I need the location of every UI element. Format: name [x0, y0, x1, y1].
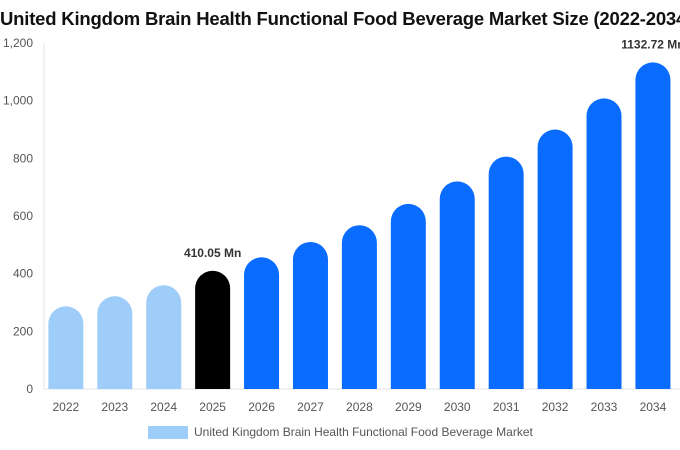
bar-2028 — [341, 225, 377, 389]
x-tick-label-2022: 2022 — [53, 400, 80, 414]
y-tick-label: 400 — [13, 267, 33, 281]
legend[interactable]: United Kingdom Brain Health Functional F… — [148, 425, 533, 439]
bar-2024 — [146, 285, 182, 389]
data-label-2034: 1132.72 Mn — [621, 37, 680, 51]
legend-label: United Kingdom Brain Health Functional F… — [194, 425, 533, 439]
bar-2026 — [244, 257, 280, 389]
y-tick-label: 1,000 — [3, 94, 33, 108]
x-tick-label-2034: 2034 — [640, 400, 667, 414]
y-tick-label: 600 — [13, 209, 33, 223]
bar-2025 — [195, 270, 231, 389]
x-tick-label-2023: 2023 — [101, 400, 128, 414]
x-tick-label-2032: 2032 — [542, 400, 569, 414]
bar-2033 — [586, 98, 622, 390]
bar-2027 — [292, 241, 328, 389]
bar-2023 — [97, 296, 133, 389]
bar-2032 — [537, 129, 573, 389]
x-tick-label-2029: 2029 — [395, 400, 422, 414]
x-tick-label-2033: 2033 — [591, 400, 618, 414]
y-tick-label: 200 — [13, 324, 33, 338]
bar-2029 — [390, 203, 426, 389]
x-tick-label-2024: 2024 — [150, 400, 177, 414]
y-tick-label: 0 — [26, 382, 33, 396]
x-tick-label-2026: 2026 — [248, 400, 275, 414]
y-tick-label: 1,200 — [3, 36, 33, 50]
legend-swatch — [148, 425, 188, 439]
x-tick-label-2030: 2030 — [444, 400, 471, 414]
data-label-2025: 410.05 Mn — [184, 246, 241, 260]
y-tick-label: 800 — [13, 151, 33, 165]
bar-2030 — [439, 181, 475, 389]
x-tick-label-2028: 2028 — [346, 400, 373, 414]
bar-2022 — [48, 306, 84, 389]
bar-2034 — [635, 62, 671, 389]
x-tick-label-2025: 2025 — [199, 400, 226, 414]
chart-title: United Kingdom Brain Health Functional F… — [0, 8, 680, 29]
x-tick-label-2027: 2027 — [297, 400, 324, 414]
bar-2031 — [488, 156, 524, 389]
x-tick-label-2031: 2031 — [493, 400, 520, 414]
